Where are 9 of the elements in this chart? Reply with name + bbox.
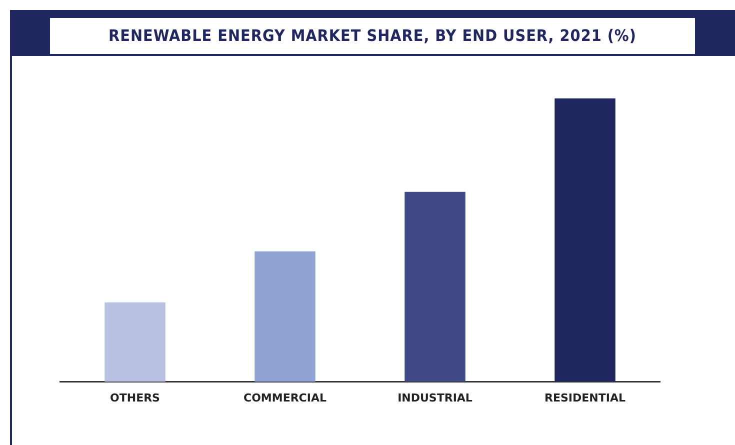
x-tick-label: COMMERCIAL: [244, 391, 326, 404]
bar: [104, 302, 166, 382]
bar: [254, 251, 316, 382]
x-tick-label: OTHERS: [110, 391, 160, 404]
chart-title: RENEWABLE ENERGY MARKET SHARE, BY END USER, 2021 (%): [50, 18, 695, 54]
x-tick-label: INDUSTRIAL: [398, 391, 472, 404]
bar: [404, 192, 466, 382]
bar: [554, 98, 616, 382]
x-tick-label: RESIDENTIAL: [544, 391, 626, 404]
